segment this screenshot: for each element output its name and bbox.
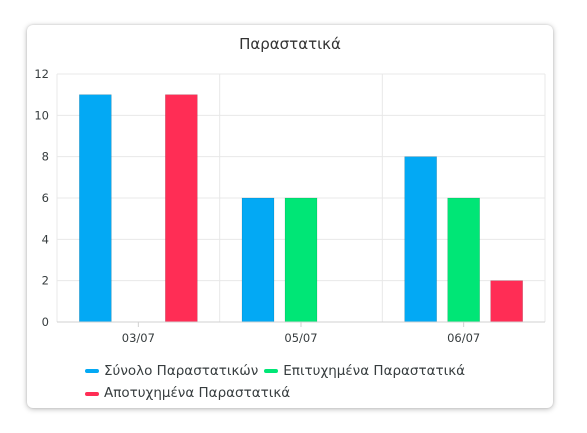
legend-marker: [85, 369, 99, 373]
bar: [165, 94, 198, 323]
legend-item[interactable]: Επιτυχημένα Παραστατικά: [264, 361, 465, 382]
legend-label: Σύνολο Παραστατικών: [104, 362, 259, 379]
y-tick-label: 2: [42, 274, 49, 288]
bar: [241, 197, 275, 323]
legend-marker: [264, 369, 279, 373]
y-tick-label: 10: [34, 108, 49, 122]
y-tick-label: 0: [42, 315, 49, 329]
bar: [284, 197, 318, 323]
y-tick-label: 8: [42, 150, 49, 164]
chart-title: Παραστατικά: [239, 35, 341, 53]
bar-chart: 0 2 4 6 8 10 12 03/07 05/07 06/07: [34, 67, 546, 345]
legend-label: Επιτυχημένα Παραστατικά: [283, 362, 466, 379]
legend-label: Αποτυχημένα Παραστατικά: [104, 385, 291, 401]
bar: [404, 156, 437, 323]
bar: [447, 197, 480, 323]
y-tick-label: 6: [42, 191, 49, 205]
y-tick-label: 4: [42, 232, 49, 246]
x-tick-label: 06/07: [447, 331, 480, 345]
y-tick-label: 12: [34, 67, 49, 81]
legend-item[interactable]: Σύνολο Παραστατικών: [85, 361, 258, 382]
bar: [490, 280, 523, 323]
x-tick-label: 03/07: [122, 331, 155, 345]
legend-marker: [85, 391, 99, 396]
legend-item[interactable]: Αποτυχημένα Παραστατικά: [85, 383, 290, 404]
chart-legend: Σύνολο Παραστατικών Επιτυχημένα Παραστατι…: [85, 359, 525, 404]
chart-card: Παραστατικά 0 2 4 6 8 10 12 03/07 05/07 06/07 Σύν…: [27, 25, 553, 408]
x-tick-label: 05/07: [284, 331, 317, 345]
bar: [79, 94, 112, 323]
